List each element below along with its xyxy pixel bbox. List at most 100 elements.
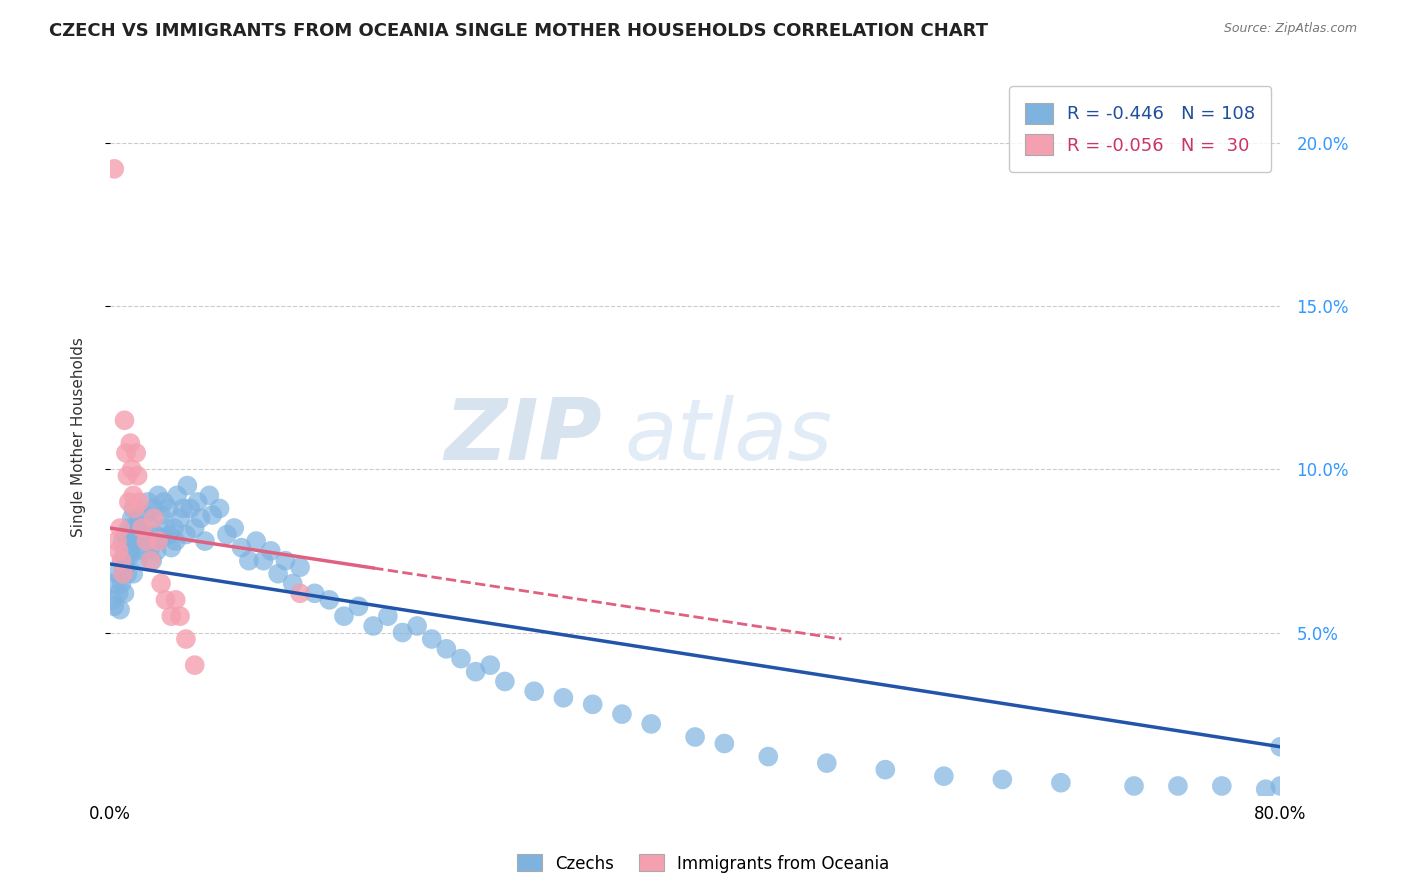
Point bbox=[115, 550, 138, 565]
Point bbox=[304, 586, 326, 600]
Point bbox=[1167, 779, 1189, 793]
Point bbox=[120, 541, 142, 555]
Point bbox=[347, 599, 370, 614]
Point bbox=[208, 501, 231, 516]
Point bbox=[155, 521, 177, 535]
Point bbox=[141, 554, 163, 568]
Point bbox=[145, 544, 167, 558]
Point bbox=[169, 511, 191, 525]
Point bbox=[131, 521, 153, 535]
Point bbox=[128, 495, 150, 509]
Point bbox=[146, 488, 169, 502]
Point bbox=[174, 527, 197, 541]
Point bbox=[114, 544, 136, 558]
Point bbox=[190, 511, 212, 525]
Point bbox=[169, 609, 191, 624]
Point bbox=[138, 517, 160, 532]
Point bbox=[117, 566, 139, 581]
Point bbox=[932, 769, 955, 783]
Point bbox=[127, 554, 149, 568]
Point bbox=[103, 161, 125, 176]
Point bbox=[281, 576, 304, 591]
Point bbox=[136, 495, 159, 509]
Point bbox=[215, 527, 238, 541]
Text: Source: ZipAtlas.com: Source: ZipAtlas.com bbox=[1223, 22, 1357, 36]
Point bbox=[124, 521, 146, 535]
Point bbox=[318, 592, 340, 607]
Point bbox=[124, 501, 146, 516]
Point bbox=[131, 521, 153, 535]
Point bbox=[115, 446, 138, 460]
Point bbox=[610, 707, 633, 722]
Point bbox=[288, 560, 311, 574]
Point bbox=[163, 521, 186, 535]
Point bbox=[252, 554, 274, 568]
Point bbox=[139, 541, 162, 555]
Point bbox=[121, 462, 143, 476]
Point bbox=[142, 501, 165, 516]
Point bbox=[122, 566, 145, 581]
Point bbox=[756, 749, 779, 764]
Point bbox=[121, 544, 143, 558]
Point bbox=[174, 632, 197, 646]
Point bbox=[224, 521, 246, 535]
Point bbox=[100, 576, 122, 591]
Point bbox=[160, 541, 183, 555]
Point bbox=[1211, 779, 1233, 793]
Point bbox=[1254, 782, 1277, 797]
Point bbox=[274, 554, 297, 568]
Point bbox=[125, 534, 148, 549]
Point bbox=[165, 534, 187, 549]
Point bbox=[157, 501, 180, 516]
Point bbox=[267, 566, 290, 581]
Point bbox=[103, 599, 125, 614]
Point bbox=[582, 698, 605, 712]
Point bbox=[434, 641, 457, 656]
Point bbox=[523, 684, 546, 698]
Point bbox=[187, 495, 209, 509]
Point bbox=[165, 592, 187, 607]
Point bbox=[132, 544, 155, 558]
Point bbox=[114, 586, 136, 600]
Point bbox=[118, 495, 141, 509]
Point bbox=[166, 488, 188, 502]
Point bbox=[238, 554, 260, 568]
Point bbox=[991, 772, 1014, 787]
Point bbox=[183, 658, 205, 673]
Point bbox=[139, 554, 162, 568]
Legend: R = -0.446   N = 108, R = -0.056   N =  30: R = -0.446 N = 108, R = -0.056 N = 30 bbox=[1010, 87, 1271, 171]
Point bbox=[183, 521, 205, 535]
Point bbox=[450, 651, 472, 665]
Text: atlas: atlas bbox=[624, 395, 832, 478]
Point bbox=[110, 554, 132, 568]
Point bbox=[107, 586, 129, 600]
Point bbox=[494, 674, 516, 689]
Text: CZECH VS IMMIGRANTS FROM OCEANIA SINGLE MOTHER HOUSEHOLDS CORRELATION CHART: CZECH VS IMMIGRANTS FROM OCEANIA SINGLE … bbox=[49, 22, 988, 40]
Point bbox=[815, 756, 838, 771]
Point bbox=[391, 625, 413, 640]
Point bbox=[201, 508, 224, 522]
Point bbox=[479, 658, 502, 673]
Point bbox=[1270, 779, 1292, 793]
Point bbox=[260, 544, 283, 558]
Point bbox=[108, 521, 131, 535]
Point bbox=[160, 609, 183, 624]
Point bbox=[153, 495, 176, 509]
Point bbox=[150, 576, 173, 591]
Point bbox=[406, 619, 429, 633]
Point bbox=[105, 534, 128, 549]
Point bbox=[146, 534, 169, 549]
Point bbox=[333, 609, 356, 624]
Point bbox=[117, 468, 139, 483]
Point bbox=[135, 534, 157, 549]
Point bbox=[150, 508, 173, 522]
Point bbox=[111, 566, 134, 581]
Point bbox=[125, 446, 148, 460]
Point bbox=[198, 488, 221, 502]
Point bbox=[127, 468, 149, 483]
Point bbox=[155, 592, 177, 607]
Point bbox=[194, 534, 217, 549]
Point bbox=[361, 619, 384, 633]
Point bbox=[1270, 739, 1292, 754]
Point bbox=[172, 501, 194, 516]
